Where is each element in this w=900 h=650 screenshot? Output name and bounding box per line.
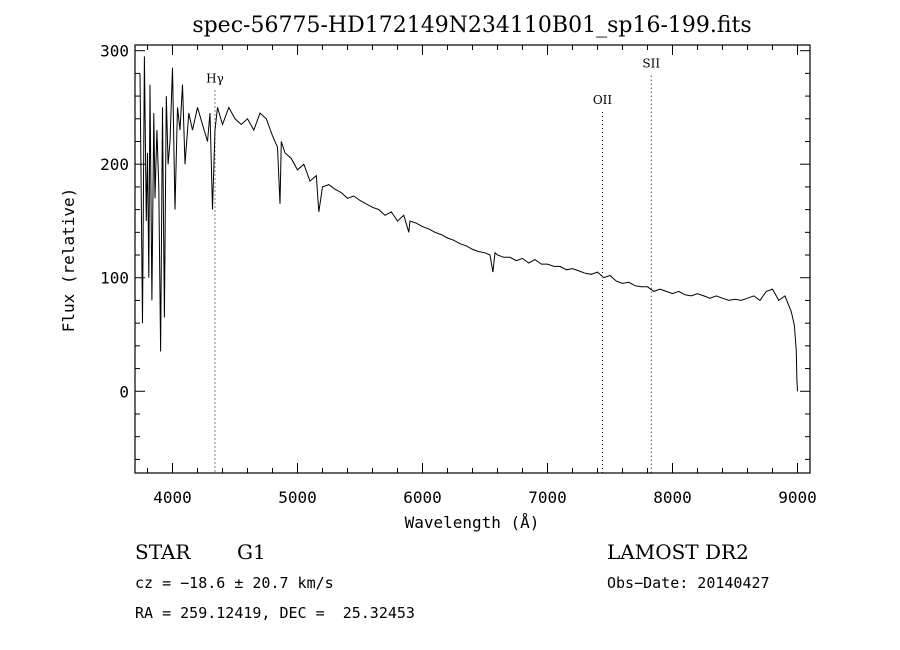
plot-frame xyxy=(134,44,811,474)
x-tick-label: 7000 xyxy=(528,488,567,507)
redshift-text: cz = −18.6 ± 20.7 km/s xyxy=(135,574,334,592)
coordinates-text: RA = 259.12419, DEC = 25.32453 xyxy=(135,604,415,622)
marker-label: SII xyxy=(642,57,660,71)
x-tick-label: 9000 xyxy=(778,488,817,507)
marker-label: OII xyxy=(593,93,613,107)
object-subclass: G1 xyxy=(237,540,266,564)
chart-title: spec-56775-HD172149N234110B01_sp16-199.f… xyxy=(192,13,751,38)
y-tick-label: 100 xyxy=(100,269,129,288)
x-tick-label: 8000 xyxy=(653,488,692,507)
spectrum-line xyxy=(139,56,798,392)
y-tick-label: 0 xyxy=(119,382,129,401)
obs-date-text: Obs−Date: 20140427 xyxy=(607,574,770,592)
x-tick-label: 6000 xyxy=(403,488,442,507)
y-tick-label: 200 xyxy=(100,155,129,174)
x-axis-label: Wavelength (Å) xyxy=(405,513,540,532)
y-axis: 0 100 200 300 xyxy=(100,42,810,460)
y-tick-label: 300 xyxy=(100,42,129,61)
x-tick-label: 4000 xyxy=(153,488,192,507)
survey-name: LAMOST DR2 xyxy=(607,540,749,564)
line-markers: Hγ OII SII xyxy=(206,57,660,473)
y-axis-label: Flux (relative) xyxy=(59,188,78,333)
marker-label: Hγ xyxy=(206,71,224,85)
x-tick-label: 5000 xyxy=(278,488,317,507)
x-axis: 4000 5000 6000 7000 8000 9000 xyxy=(147,45,817,507)
object-class: STAR xyxy=(135,540,191,564)
